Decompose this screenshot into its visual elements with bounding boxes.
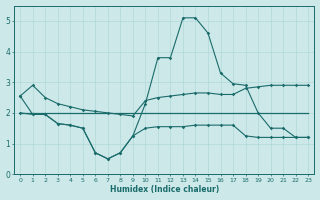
X-axis label: Humidex (Indice chaleur): Humidex (Indice chaleur) <box>109 185 219 194</box>
